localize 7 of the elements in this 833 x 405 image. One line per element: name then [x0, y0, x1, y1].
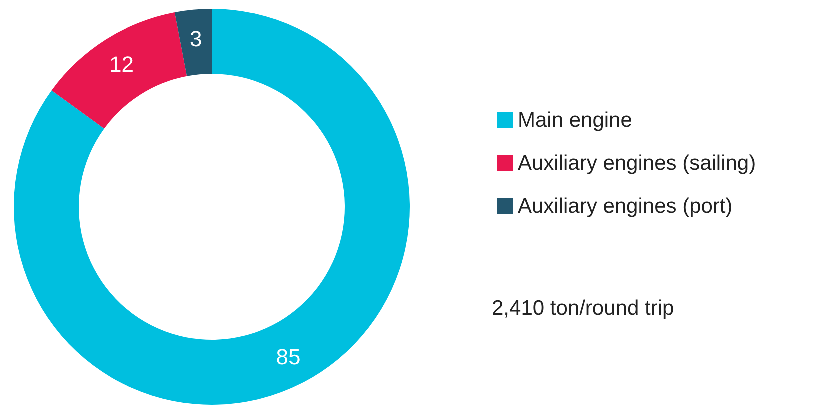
data-label: 12	[109, 52, 134, 78]
legend-label: Auxiliary engines (sailing)	[518, 152, 756, 175]
legend-label: Main engine	[518, 109, 632, 132]
data-label: 3	[190, 26, 202, 52]
legend-label: Auxiliary engines (port)	[518, 195, 733, 218]
data-label: 85	[276, 344, 301, 370]
text: 2,410 ton/round trip	[492, 297, 674, 320]
